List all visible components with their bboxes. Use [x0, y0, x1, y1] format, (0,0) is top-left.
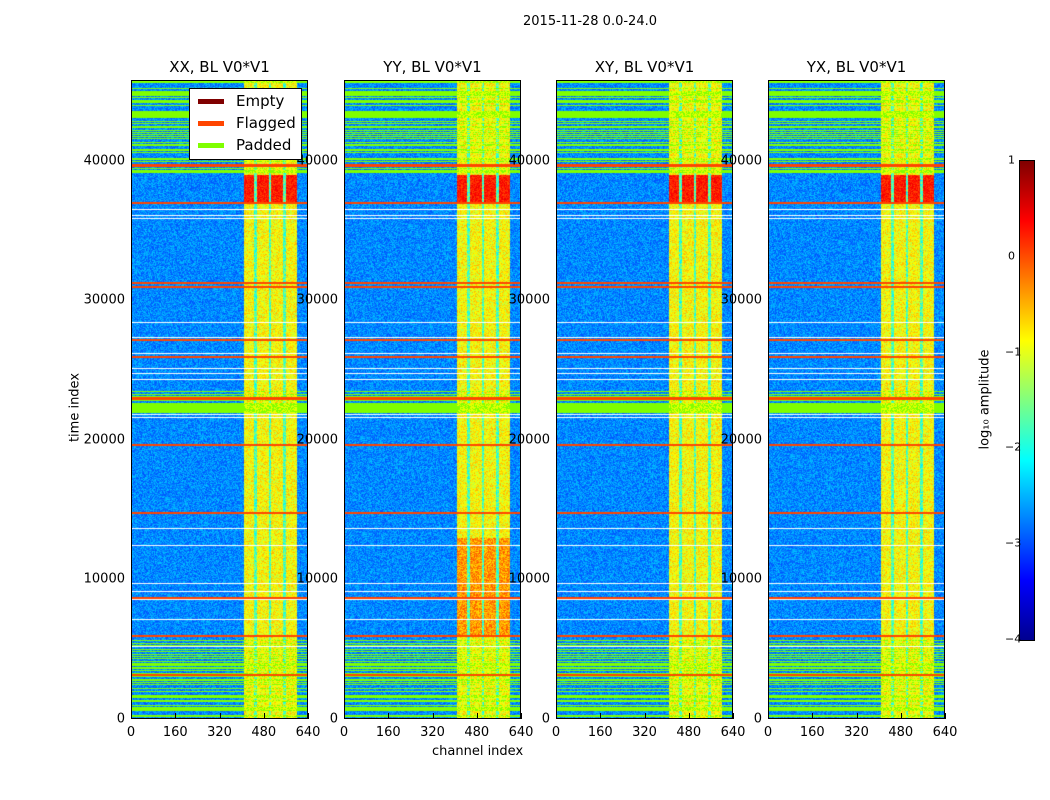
y-tick-label: 20000	[83, 432, 125, 448]
y-tick-label: 30000	[720, 292, 762, 308]
x-tick-label: 640	[720, 725, 746, 740]
y-tick-label: 10000	[720, 571, 762, 587]
y-tick-label: 0	[541, 711, 550, 727]
x-tick-mark	[521, 713, 522, 719]
y-tick-label: 20000	[720, 432, 762, 448]
y-axis-label: time index	[67, 372, 83, 443]
colorbar-tick-label: −4	[1005, 632, 1022, 646]
x-tick-label: 640	[295, 725, 321, 740]
x-tick-mark	[556, 713, 557, 719]
x-tick-label: 160	[587, 725, 613, 740]
x-tick-mark	[175, 713, 177, 719]
y-tick-label: 20000	[508, 432, 550, 448]
legend: Empty Flagged Padded	[189, 88, 302, 160]
x-tick-label: 160	[799, 725, 825, 740]
legend-label: Empty	[236, 92, 285, 110]
legend-label: Flagged	[236, 114, 296, 132]
y-tick-label: 20000	[296, 432, 338, 448]
x-tick-mark	[131, 713, 132, 719]
legend-item-flagged: Flagged	[198, 113, 296, 133]
heatmap-panel-2: YY, BL V0*V1 0 160 320 480 640 0 10000 20000 3000…	[297, 58, 534, 740]
x-tick-label: 160	[162, 725, 188, 740]
x-tick-mark	[945, 713, 946, 719]
y-tick-label: 40000	[83, 153, 125, 169]
colorbar-tick-label: −1	[1005, 345, 1022, 359]
x-axis-label: channel index	[432, 744, 524, 759]
y-tick-label: 10000	[508, 571, 550, 587]
legend-swatch	[198, 98, 224, 104]
legend-swatch	[198, 120, 224, 126]
x-tick-label: 320	[420, 725, 445, 740]
y-tick-label: 40000	[508, 153, 550, 169]
x-tick-mark	[688, 713, 690, 719]
legend-swatch	[198, 142, 224, 148]
y-tick-label: 0	[329, 711, 338, 727]
x-tick-mark	[388, 713, 390, 719]
y-tick-label: 0	[116, 711, 125, 727]
x-tick-mark	[219, 713, 221, 719]
x-tick-label: 0	[551, 725, 561, 740]
axes-frame	[131, 80, 308, 719]
axes-frame	[768, 80, 945, 719]
x-tick-label: 160	[375, 725, 401, 740]
x-tick-label: 640	[508, 725, 534, 740]
x-tick-label: 0	[126, 725, 136, 740]
panel-title: YX, BL V0*V1	[806, 58, 907, 76]
heatmap-image	[131, 80, 308, 719]
heatmap-panel-4: YX, BL V0*V1 0 160 320 480 640 0 10000 20000 3000…	[721, 58, 958, 740]
x-tick-mark	[856, 713, 858, 719]
panel-title: YY, BL V0*V1	[383, 58, 482, 76]
x-tick-label: 320	[844, 725, 869, 740]
x-tick-label: 0	[339, 725, 349, 740]
heatmap-image	[768, 80, 945, 719]
y-tick-label: 40000	[296, 153, 338, 169]
colorbar-tick-label: 1	[1008, 153, 1015, 167]
y-tick-label: 0	[753, 711, 762, 727]
x-tick-mark	[344, 713, 345, 719]
axes-frame	[344, 80, 521, 719]
panel-title: XY, BL V0*V1	[594, 58, 695, 76]
y-tick-label: 30000	[296, 292, 338, 308]
colorbar-tick-label: −2	[1005, 440, 1022, 454]
x-tick-mark	[900, 713, 902, 719]
axes-frame	[556, 80, 733, 719]
x-tick-label: 480	[464, 725, 490, 740]
y-tick-label: 30000	[508, 292, 550, 308]
heatmap-panel-3: XY, BL V0*V1 0 160 320 480 640 0 10000 20000 3000…	[509, 58, 746, 740]
colorbar-label: log₁₀ amplitude	[977, 349, 993, 450]
legend-label: Padded	[236, 136, 292, 154]
x-tick-mark	[812, 713, 814, 719]
x-tick-mark	[768, 713, 769, 719]
x-tick-mark	[600, 713, 602, 719]
y-tick-label: 10000	[83, 571, 125, 587]
x-tick-label: 640	[932, 725, 958, 740]
x-tick-mark	[476, 713, 478, 719]
heatmap-panel-1: XX, BL V0*V1 0 160 320 480 640 0 10000 20000 3000…	[84, 58, 321, 740]
y-tick-label: 30000	[83, 292, 125, 308]
legend-item-padded: Padded	[198, 135, 291, 155]
colorbar-tick-label: −3	[1005, 536, 1022, 550]
x-tick-mark	[263, 713, 265, 719]
y-tick-label: 40000	[720, 153, 762, 169]
panel-title: XX, BL V0*V1	[169, 58, 270, 76]
x-tick-label: 320	[207, 725, 232, 740]
x-tick-mark	[432, 713, 434, 719]
colorbar	[1019, 160, 1035, 641]
x-tick-label: 0	[763, 725, 773, 740]
x-tick-mark	[644, 713, 646, 719]
x-tick-label: 320	[632, 725, 657, 740]
heatmap-image	[556, 80, 733, 719]
colorbar-tick-label: 0	[1008, 249, 1015, 263]
x-tick-mark	[308, 713, 309, 719]
x-tick-mark	[733, 713, 734, 719]
heatmap-image	[344, 80, 521, 719]
x-tick-label: 480	[251, 725, 277, 740]
legend-item-empty: Empty	[198, 91, 284, 111]
x-tick-label: 480	[676, 725, 702, 740]
figure-title: 2015-11-28 0.0-24.0	[523, 14, 657, 29]
x-tick-label: 480	[888, 725, 914, 740]
y-tick-label: 10000	[296, 571, 338, 587]
